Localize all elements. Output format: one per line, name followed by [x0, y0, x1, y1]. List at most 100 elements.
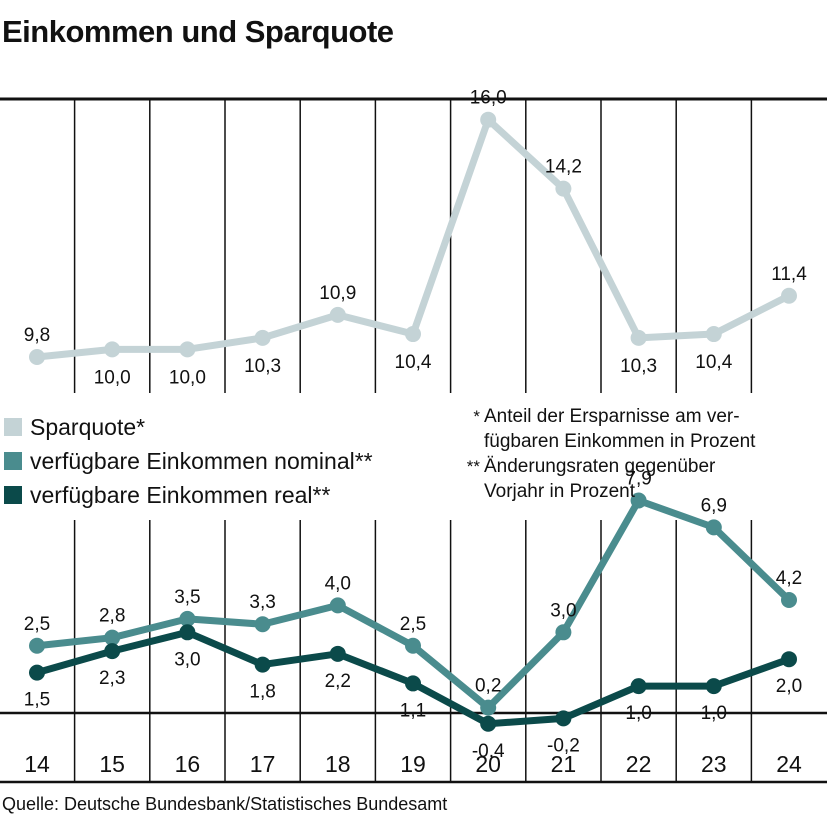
x-tick-label: 17 [250, 751, 276, 777]
footnote-1-mark: * [473, 407, 480, 426]
footnote-1-text: Anteil der Ersparnisse am ver- fügbaren … [484, 404, 755, 454]
footnote-2-mark: ** [466, 457, 480, 476]
sparquote-data-label: 10,4 [395, 352, 432, 373]
real-point [630, 678, 647, 695]
nominal-point [179, 610, 196, 627]
legend-label-sparquote: Sparquote* [30, 413, 146, 440]
x-tick-label: 18 [325, 751, 351, 777]
footnote-2-line-1: Änderungsraten gegenüber [484, 456, 716, 477]
nominal-data-label: 7,9 [625, 468, 651, 489]
sparquote-point [179, 341, 196, 358]
real-data-label: 3,0 [174, 649, 200, 670]
x-tick-label: 22 [626, 751, 652, 777]
legend-label-nominal: verfügbare Einkommen nominal** [30, 447, 373, 474]
real-data-label: 1,0 [625, 703, 651, 724]
real-data-label: 2,3 [99, 668, 125, 689]
sparquote-point [329, 306, 346, 323]
nominal-point [705, 519, 722, 536]
footnote-1-line-1: Anteil der Ersparnisse am ver- [484, 406, 740, 427]
x-tick-label: 23 [701, 751, 727, 777]
sparquote-data-label: 10,9 [319, 283, 356, 304]
real-point [555, 710, 572, 727]
sparquote-point [555, 180, 572, 197]
real-point [254, 656, 271, 673]
real-data-label: 1,5 [24, 690, 50, 711]
sparquote-data-label: 10,3 [244, 356, 281, 377]
real-point [329, 645, 346, 662]
legend-item-nominal: verfügbare Einkommen nominal** [4, 444, 373, 478]
legend-swatch-real [4, 486, 22, 504]
sparquote-point [705, 326, 722, 343]
nominal-point [555, 624, 572, 641]
sparquote-data-label: 14,2 [545, 157, 582, 178]
nominal-data-label: 3,3 [249, 592, 275, 613]
legend: Sparquote* verfügbare Einkommen nominal*… [4, 410, 373, 512]
nominal-point [29, 637, 45, 654]
nominal-data-label: 2,8 [99, 606, 125, 627]
nominal-data-label: 4,0 [325, 573, 351, 594]
real-data-label: 1,0 [701, 703, 727, 724]
sparquote-data-label: 10,0 [169, 367, 206, 388]
sparquote-point [104, 341, 121, 358]
footnote-2: ** Änderungsraten gegenüber Vorjahr in P… [462, 454, 755, 504]
nominal-point [405, 637, 421, 654]
legend-item-sparquote: Sparquote* [4, 410, 373, 444]
real-point [405, 675, 421, 692]
real-point [29, 664, 45, 681]
nominal-point [480, 699, 497, 716]
nominal-data-label: 6,9 [701, 495, 727, 516]
nominal-point [630, 492, 647, 509]
real-data-label: 2,2 [325, 671, 351, 692]
sparquote-point [630, 329, 647, 346]
real-data-label: 2,0 [776, 676, 802, 697]
nominal-point [104, 629, 121, 646]
nominal-point [254, 616, 271, 633]
legend-label-real: verfügbare Einkommen real** [30, 481, 331, 508]
sparquote-point [480, 111, 497, 128]
sparquote-point [405, 326, 421, 343]
nominal-point [781, 592, 797, 609]
sparquote-point [254, 329, 271, 346]
source-note: Quelle: Deutsche Bundesbank/Statistische… [2, 794, 448, 814]
legend-swatch-nominal [4, 452, 22, 470]
sparquote-data-label: 16,0 [470, 88, 507, 109]
x-tick-label: 24 [776, 751, 802, 777]
footnote-2-line-2: Vorjahr in Prozent [484, 481, 636, 502]
x-tick-label: 19 [400, 751, 426, 777]
footnote-1-line-2: fügbaren Einkommen in Prozent [484, 431, 756, 452]
sparquote-data-label: 11,4 [771, 264, 807, 285]
footnote-1: * Anteil der Ersparnisse am ver- fügbare… [462, 404, 755, 454]
nominal-data-label: 3,0 [550, 600, 576, 621]
sparquote-point [29, 349, 45, 365]
real-point [705, 678, 722, 695]
sparquote-data-label: 10,4 [695, 352, 732, 373]
real-data-label: -0,4 [472, 741, 505, 762]
nominal-data-label: 4,2 [776, 568, 802, 589]
real-point [104, 643, 121, 660]
sparquote-data-label: 10,3 [620, 356, 657, 377]
sparquote-data-label: 9,8 [24, 325, 50, 346]
real-data-label: 1,1 [400, 700, 426, 721]
nominal-data-label: 3,5 [174, 587, 200, 608]
x-tick-label: 21 [551, 751, 577, 777]
legend-swatch-sparquote [4, 418, 22, 436]
footnote-2-text: Änderungsraten gegenüber Vorjahr in Proz… [484, 454, 715, 504]
real-point [480, 715, 497, 732]
real-data-label: -0,2 [547, 735, 580, 756]
real-data-label: 1,8 [249, 682, 275, 703]
sparquote-data-label: 10,0 [94, 367, 131, 388]
nominal-data-label: 0,2 [475, 676, 501, 697]
nominal-data-label: 2,5 [24, 614, 50, 635]
x-tick-label: 20 [475, 751, 501, 777]
x-tick-label: 16 [175, 751, 201, 777]
nominal-point [329, 597, 346, 614]
x-tick-label: 15 [99, 751, 125, 777]
legend-item-real: verfügbare Einkommen real** [4, 478, 373, 512]
footnotes: * Anteil der Ersparnisse am ver- fügbare… [462, 404, 756, 504]
nominal-data-label: 2,5 [400, 614, 426, 635]
real-point [781, 651, 797, 668]
chart-title: Einkommen und Sparquote [2, 14, 394, 49]
x-tick-label: 14 [24, 751, 50, 777]
sparquote-point [781, 287, 797, 304]
